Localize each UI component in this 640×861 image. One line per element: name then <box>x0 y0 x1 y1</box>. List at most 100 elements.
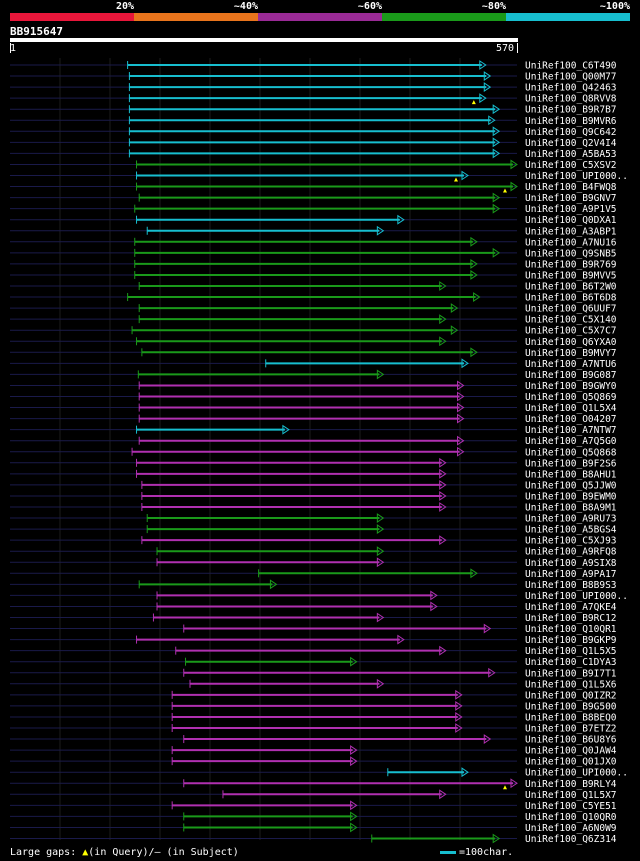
hit-row[interactable]: UniRef100_B9F2S6 <box>10 457 617 469</box>
hit-label[interactable]: UniRef100_C1DYA3 <box>525 657 617 668</box>
hit-label[interactable]: UniRef100_Q5Q868 <box>525 447 617 458</box>
hit-label[interactable]: UniRef100_Q1L5X6 <box>525 679 617 690</box>
hit-label[interactable]: UniRef100_Q6YXA0 <box>525 337 617 348</box>
hit-label[interactable]: UniRef100_B9GNV7 <box>525 193 617 204</box>
hit-row[interactable]: UniRef100_Q8RVV8 <box>10 93 617 105</box>
hit-label[interactable]: UniRef100_B8A9M1 <box>525 503 617 514</box>
hit-row[interactable]: UniRef100_B6T2W0 <box>10 281 617 293</box>
hit-label[interactable]: UniRef100_Q1L5X4 <box>525 403 617 414</box>
hit-label[interactable]: UniRef100_B9R7B7 <box>525 105 617 116</box>
hit-row[interactable]: UniRef100_A7NTW7 <box>10 424 617 436</box>
hit-row[interactable]: UniRef100_Q01JX0 <box>10 756 617 768</box>
hit-row[interactable]: UniRef100_B9MVY7 <box>10 347 617 359</box>
hit-row[interactable]: UniRef100_Q9SNB5 <box>10 247 617 259</box>
hit-label[interactable]: UniRef100_B9MVY7 <box>525 348 617 359</box>
hit-row[interactable]: UniRef100_C5YE51 <box>10 800 617 812</box>
hit-row[interactable]: UniRef100_Q6YXA0 <box>10 336 617 348</box>
hit-row[interactable]: UniRef100_Q9C642 <box>10 126 617 138</box>
hit-label[interactable]: UniRef100_C5XJ93 <box>525 536 617 547</box>
hit-label[interactable]: UniRef100_Q2V4I4 <box>525 138 617 149</box>
hit-label[interactable]: UniRef100_A9P1V5 <box>525 204 617 215</box>
hit-label[interactable]: UniRef100_A7NTU6 <box>525 359 617 370</box>
hit-row[interactable]: UniRef100_Q5JJW0 <box>10 479 617 491</box>
hit-row[interactable]: UniRef100_C5X7C7 <box>10 325 617 337</box>
hit-label[interactable]: UniRef100_Q8RVV8 <box>525 94 617 105</box>
hit-label[interactable]: UniRef100_Q10QR1 <box>525 624 617 635</box>
hit-label[interactable]: UniRef100_C5YE51 <box>525 801 617 812</box>
hit-row[interactable]: UniRef100_B9GWY0 <box>10 380 617 392</box>
hit-row[interactable]: UniRef100_B9MVR6 <box>10 115 617 127</box>
hit-label[interactable]: UniRef100_A5BGS4 <box>525 525 617 536</box>
hit-row[interactable]: UniRef100_B9EWM0 <box>10 491 617 502</box>
hit-row[interactable]: UniRef100_B6U8Y6 <box>10 734 617 746</box>
hit-row[interactable]: UniRef100_A9PA17 <box>10 568 617 580</box>
hit-label[interactable]: UniRef100_C5XSV2 <box>525 160 617 171</box>
hit-label[interactable]: UniRef100_Q0DXA1 <box>525 215 617 226</box>
hit-row[interactable]: UniRef100_A6N0W9 <box>10 822 617 834</box>
hit-label[interactable]: UniRef100_A7NTW7 <box>525 425 617 436</box>
hit-row[interactable]: UniRef100_B6T6D8 <box>10 292 617 304</box>
hit-row[interactable]: UniRef100_B9G087 <box>10 369 617 381</box>
hit-row[interactable]: UniRef100_A3ABP1 <box>10 225 617 237</box>
hit-row[interactable]: UniRef100_O04207 <box>10 413 617 425</box>
hit-row[interactable]: UniRef100_B9R769 <box>10 258 617 270</box>
hit-label[interactable]: UniRef100_A9SIX8 <box>525 558 617 569</box>
hit-row[interactable]: UniRef100_Q10QR1 <box>10 623 617 635</box>
hit-label[interactable]: UniRef100_B9RC12 <box>525 613 617 624</box>
hit-label[interactable]: UniRef100_A9RFQ8 <box>525 547 617 558</box>
hit-label[interactable]: UniRef100_Q9SNB5 <box>525 248 617 259</box>
hit-label[interactable]: UniRef100_Q00M77 <box>525 72 617 83</box>
hit-label[interactable]: UniRef100_Q9C642 <box>525 127 617 138</box>
hit-label[interactable]: UniRef100_B7ETZ2 <box>525 724 617 735</box>
hit-row[interactable]: UniRef100_Q10QR0 <box>10 811 617 823</box>
hit-row[interactable]: UniRef100_Q6UUF7 <box>10 303 617 315</box>
hit-row[interactable]: UniRef100_A7Q5G0 <box>10 435 617 447</box>
hit-row[interactable]: UniRef100_B9GKP9 <box>10 634 617 646</box>
hit-row[interactable]: UniRef100_B9G500 <box>10 700 617 712</box>
hit-row[interactable]: UniRef100_A9SIX8 <box>10 557 617 569</box>
hit-label[interactable]: UniRef100_B9EWM0 <box>525 491 617 502</box>
hit-row[interactable]: UniRef100_Q1L5X5 <box>10 645 617 657</box>
hit-label[interactable]: UniRef100_B9G500 <box>525 701 617 712</box>
hit-label[interactable]: UniRef100_Q6UUF7 <box>525 304 617 315</box>
hit-row[interactable]: UniRef100_C5X140 <box>10 314 617 326</box>
hit-row[interactable]: UniRef100_UPI000.. <box>10 590 628 602</box>
hit-row[interactable]: UniRef100_B9I7T1 <box>10 667 617 679</box>
hit-label[interactable]: UniRef100_Q1L5X5 <box>525 646 617 657</box>
hit-label[interactable]: UniRef100_B9G087 <box>525 370 617 381</box>
hit-label[interactable]: UniRef100_B9R769 <box>525 259 617 270</box>
hit-label[interactable]: UniRef100_B8B9S3 <box>525 580 617 591</box>
hit-label[interactable]: UniRef100_A3ABP1 <box>525 226 617 237</box>
hit-row[interactable]: UniRef100_A5BA53 <box>10 148 617 160</box>
hit-label[interactable]: UniRef100_Q0IZR2 <box>525 690 617 701</box>
hit-label[interactable]: UniRef100_B4FWQ8 <box>525 182 617 193</box>
hit-row[interactable]: UniRef100_A7NU16 <box>10 236 617 248</box>
hit-label[interactable]: UniRef100_Q1L5X7 <box>525 790 617 801</box>
hit-label[interactable]: UniRef100_Q5JJW0 <box>525 480 617 491</box>
hit-label[interactable]: UniRef100_B6T2W0 <box>525 282 617 293</box>
hit-label[interactable]: UniRef100_C5X7C7 <box>525 326 617 337</box>
hit-row[interactable]: UniRef100_A9P1V5 <box>10 203 617 215</box>
hit-label[interactable]: UniRef100_UPI000.. <box>525 591 628 602</box>
hit-row[interactable]: UniRef100_A7QKE4 <box>10 601 617 613</box>
hit-row[interactable]: UniRef100_Q5Q869 <box>10 391 617 403</box>
hit-row[interactable]: UniRef100_B8A9M1 <box>10 502 617 514</box>
hit-label[interactable]: UniRef100_UPI000.. <box>525 768 628 779</box>
hit-row[interactable]: UniRef100_B9GNV7 <box>10 192 617 204</box>
hit-row[interactable]: UniRef100_Q2V4I4 <box>10 137 617 149</box>
hit-label[interactable]: UniRef100_O04207 <box>525 414 617 425</box>
hit-label[interactable]: UniRef100_Q5Q869 <box>525 392 617 403</box>
hit-label[interactable]: UniRef100_A7Q5G0 <box>525 436 617 447</box>
hit-row[interactable]: UniRef100_Q1L5X4 <box>10 402 617 414</box>
hit-row[interactable]: UniRef100_B8BEQ0 <box>10 712 617 723</box>
hit-label[interactable]: UniRef100_A7NU16 <box>525 237 617 248</box>
hit-label[interactable]: UniRef100_B9GWY0 <box>525 381 617 392</box>
hit-label[interactable]: UniRef100_A6N0W9 <box>525 823 617 834</box>
hit-row[interactable]: UniRef100_Q1L5X6 <box>10 678 617 690</box>
hit-label[interactable]: UniRef100_B9RLY4 <box>525 779 617 790</box>
hit-row[interactable]: UniRef100_B8B9S3 <box>10 579 617 591</box>
hit-label[interactable]: UniRef100_B8AHU1 <box>525 469 617 480</box>
hit-label[interactable]: UniRef100_C5X140 <box>525 315 617 326</box>
hit-label[interactable]: UniRef100_B6T6D8 <box>525 293 617 304</box>
hit-row[interactable]: UniRef100_B8AHU1 <box>10 468 617 480</box>
